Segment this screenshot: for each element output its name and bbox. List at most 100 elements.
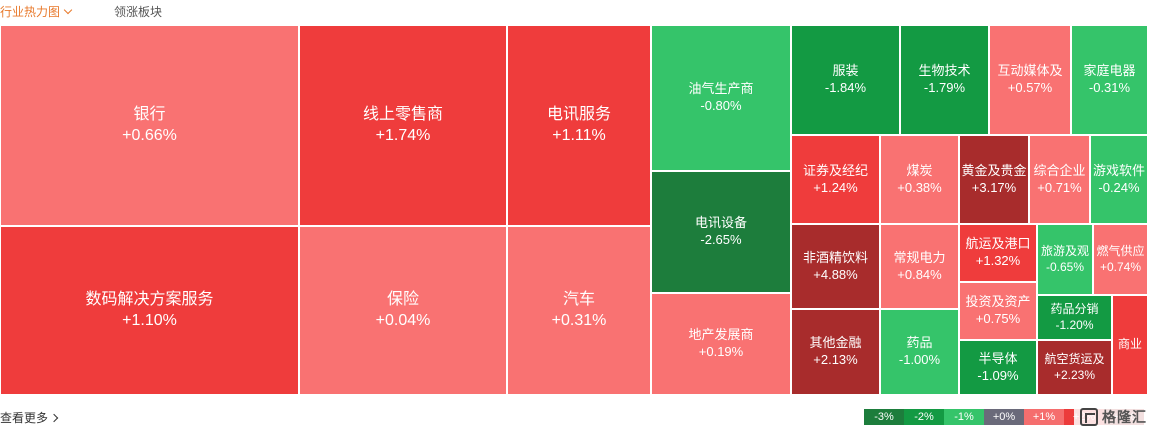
sector-change: +0.57%	[1007, 80, 1053, 95]
view-more-label: 查看更多	[0, 411, 49, 425]
tab-industry-heatmap-label: 行业热力图	[0, 5, 61, 19]
legend-swatch: -1%	[944, 409, 984, 425]
heatmap-cell[interactable]: 电讯设备 -2.65%	[651, 171, 791, 293]
sector-name: 非酒精饮料	[802, 249, 868, 265]
sector-name: 旅游及观	[1040, 243, 1089, 258]
sector-change: +3.17%	[971, 179, 1017, 195]
legend-swatch: +1%	[1024, 409, 1064, 425]
sector-change: +1.32%	[975, 253, 1021, 268]
sector-change: -1.00%	[898, 352, 941, 367]
sector-change: -1.20%	[1055, 317, 1094, 332]
sector-name: 汽车	[562, 290, 595, 308]
heatmap-cell[interactable]: 证券及经纪 +1.24%	[791, 135, 880, 224]
sector-change: -0.31%	[1088, 80, 1131, 95]
sector-name: 电讯服务	[546, 105, 611, 123]
heatmap-cell[interactable]: 保险 +0.04%	[299, 226, 507, 395]
heatmap-cell[interactable]: 生物技术 -1.79%	[900, 25, 989, 135]
tab-leading-sectors[interactable]: 领涨板块	[114, 4, 162, 20]
tab-leading-sectors-label: 领涨板块	[114, 5, 163, 19]
sector-change: -0.80%	[700, 98, 742, 113]
sector-change: +2.13%	[813, 352, 858, 367]
sector-change: +1.11%	[552, 126, 606, 144]
sector-change: -0.24%	[1098, 179, 1140, 195]
heatmap-cell[interactable]: 非酒精饮料 +4.88%	[791, 224, 880, 309]
sector-name: 药品分销	[1050, 301, 1099, 316]
sector-name: 生物技术	[918, 63, 971, 79]
heatmap-cell[interactable]: 燃气供应 +0.74%	[1093, 224, 1148, 295]
logo-icon	[1080, 408, 1098, 426]
sector-name: 电讯设备	[694, 215, 747, 231]
heatmap-cell[interactable]: 数码解决方案服务 +1.10%	[0, 226, 299, 395]
sector-name: 证券及经纪	[802, 162, 868, 178]
heatmap-cell[interactable]: 汽车 +0.31%	[507, 226, 651, 395]
sector-change: -1.84%	[824, 80, 867, 95]
tab-industry-heatmap[interactable]: 行业热力图	[0, 4, 73, 20]
view-more-link[interactable]: 查看更多	[0, 409, 59, 426]
heatmap-cell[interactable]: 投资及资产 +0.75%	[959, 282, 1037, 340]
heatmap-cell[interactable]: 煤炭 +0.38%	[880, 135, 959, 224]
sector-name: 地产发展商	[688, 327, 754, 343]
sector-name: 半导体	[978, 350, 1018, 366]
sector-change: +0.19%	[698, 344, 744, 359]
sector-change: +0.31%	[551, 311, 607, 329]
sector-name: 互动媒体及	[997, 63, 1063, 79]
sector-name: 投资及资产	[965, 294, 1031, 310]
sector-name: 数码解决方案服务	[85, 290, 214, 308]
sector-name: 常规电力	[893, 249, 946, 265]
sector-name: 黄金及贵金	[961, 162, 1027, 178]
heatmap-cell[interactable]: 综合企业 +0.71%	[1029, 135, 1090, 224]
heatmap-cell[interactable]: 服装 -1.84%	[791, 25, 900, 135]
heatmap-cell[interactable]: 油气生产商 -0.80%	[651, 25, 791, 171]
heatmap-cell[interactable]: 地产发展商 +0.19%	[651, 293, 791, 395]
sector-name: 药品	[906, 335, 933, 351]
sector-name: 保险	[386, 290, 419, 308]
sector-change: +1.74%	[375, 126, 431, 144]
chevron-down-icon[interactable]	[63, 5, 73, 15]
tab-bar: 行业热力图 领涨板块	[0, 0, 1155, 24]
heatmap-cell[interactable]: 家庭电器 -0.31%	[1071, 25, 1148, 135]
sector-change: +1.24%	[813, 179, 858, 195]
heatmap-cell[interactable]: 互动媒体及 +0.57%	[989, 25, 1071, 135]
chevron-right-icon	[49, 413, 59, 423]
heatmap-cell[interactable]: 药品 -1.00%	[880, 309, 959, 395]
sector-name: 线上零售商	[362, 105, 443, 123]
sector-name: 服装	[832, 63, 859, 79]
heatmap-cell[interactable]: 常规电力 +0.84%	[880, 224, 959, 309]
heatmap-cell[interactable]: 游戏软件 -0.24%	[1090, 135, 1148, 224]
legend-swatch: -3%	[864, 409, 904, 425]
sector-name: 家庭电器	[1083, 63, 1136, 79]
heatmap-cell[interactable]: 航空货运及 +2.23%	[1037, 340, 1112, 395]
heatmap-cell[interactable]: 电讯服务 +1.11%	[507, 25, 651, 226]
sector-change: -0.65%	[1045, 259, 1085, 274]
legend-swatch: -2%	[904, 409, 944, 425]
heatmap-cell[interactable]: 黄金及贵金 +3.17%	[959, 135, 1029, 224]
sector-name: 煤炭	[906, 162, 933, 178]
sector-change: +0.84%	[897, 266, 942, 282]
sector-change: +0.75%	[975, 311, 1021, 326]
sector-change: +0.71%	[1037, 179, 1082, 195]
sector-change: -1.09%	[977, 367, 1019, 383]
heatmap-cell[interactable]: 银行 +0.66%	[0, 25, 299, 226]
sector-name: 综合企业	[1033, 162, 1086, 178]
sector-change: -1.79%	[923, 80, 966, 95]
sector-name: 航运及港口	[965, 236, 1031, 252]
sector-name: 燃气供应	[1096, 243, 1145, 258]
watermark-logo: 格隆汇	[1074, 405, 1153, 429]
industry-heatmap: 银行 +0.66% 数码解决方案服务 +1.10% 线上零售商 +1.74% 保险 +0.04…	[0, 25, 1155, 395]
heatmap-cell[interactable]: 航运及港口 +1.32%	[959, 224, 1037, 282]
sector-name: 油气生产商	[688, 81, 754, 97]
sector-change: +1.10%	[122, 311, 177, 329]
sector-name: 银行	[133, 105, 166, 123]
heatmap-cell[interactable]: 其他金融 +2.13%	[791, 309, 880, 395]
heatmap-cell[interactable]: 旅游及观 -0.65%	[1037, 224, 1093, 295]
sector-change: +0.66%	[122, 126, 177, 144]
heatmap-cell[interactable]: 商业	[1112, 295, 1148, 395]
heatmap-cell[interactable]: 药品分销 -1.20%	[1037, 295, 1112, 340]
watermark-text: 格隆汇	[1102, 409, 1147, 425]
sector-change: +0.04%	[375, 311, 431, 329]
heatmap-cell[interactable]: 线上零售商 +1.74%	[299, 25, 507, 226]
heatmap-cell[interactable]: 半导体 -1.09%	[959, 340, 1037, 395]
sector-name: 航空货运及	[1044, 351, 1105, 366]
sector-name: 游戏软件	[1092, 162, 1145, 178]
sector-name: 其他金融	[809, 335, 862, 351]
